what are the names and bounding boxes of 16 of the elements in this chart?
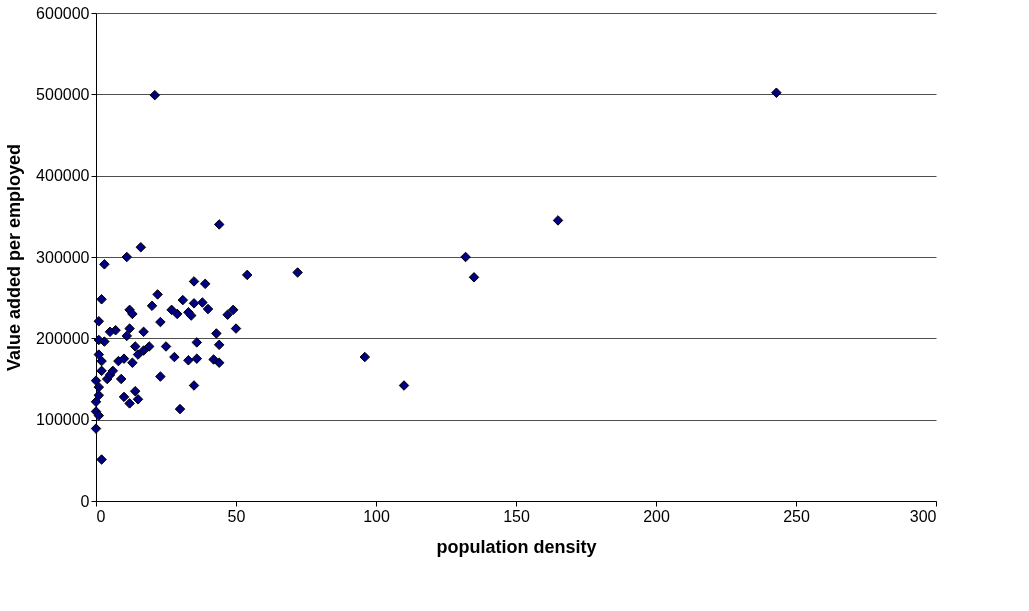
- y-tick-label: 400000: [36, 167, 90, 185]
- y-tick-label: 600000: [36, 4, 90, 22]
- x-tick-label: 150: [503, 507, 530, 525]
- x-tick-label: 50: [227, 507, 246, 525]
- y-tick-label: 500000: [36, 85, 90, 103]
- x-tick-label: 100: [363, 507, 390, 525]
- y-tick-label: 200000: [36, 329, 90, 347]
- x-tick-label: 300: [909, 507, 937, 525]
- y-tick-label: 300000: [36, 248, 90, 266]
- x-tick-label: 250: [783, 507, 810, 525]
- x-tick-label: 200: [643, 507, 670, 525]
- x-tick-label: 0: [96, 507, 106, 525]
- x-axis-title: population density: [436, 536, 597, 557]
- y-tick-label: 100000: [36, 411, 90, 429]
- y-tick-label: 0: [80, 492, 90, 510]
- y-axis-title: Value added per employed: [4, 143, 25, 372]
